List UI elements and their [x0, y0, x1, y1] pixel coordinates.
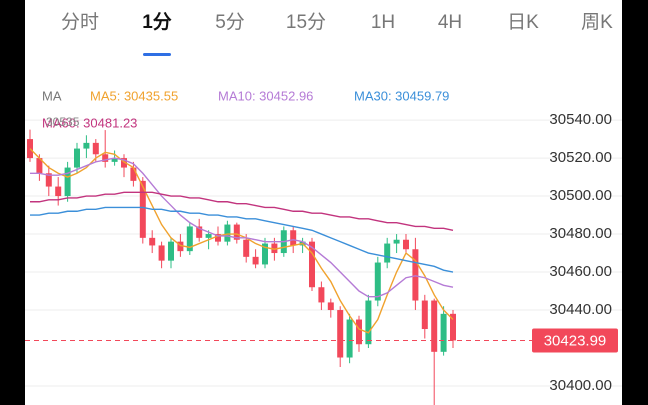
tab[interactable]: 5分: [215, 11, 245, 33]
candle-body: [262, 243, 268, 265]
candle-body: [158, 245, 165, 261]
candle-body: [64, 167, 71, 197]
candle-body: [215, 234, 221, 242]
candle-body: [337, 310, 344, 358]
candle-body: [309, 241, 315, 288]
candle-body: [168, 241, 174, 261]
right-border: [622, 0, 648, 405]
candle-body: [130, 167, 137, 181]
high-annotation: 30535: [46, 115, 80, 129]
tab[interactable]: 分时: [61, 11, 99, 33]
last-price-tag: [532, 328, 618, 353]
tab[interactable]: 日K: [507, 12, 539, 33]
candle-body: [318, 287, 325, 303]
candle-body: [36, 158, 43, 174]
y-tick-label: 30440.00: [549, 301, 612, 318]
candle-body: [271, 243, 278, 254]
last-price-label: 30423.99: [544, 332, 607, 349]
legend-entry: MA30: 30459.79: [354, 88, 449, 103]
candle-body: [186, 226, 193, 252]
tab[interactable]: 周K: [581, 12, 613, 33]
chart: 30540.00 30520.00 30500.00 30480.00 30460.00…: [25, 88, 622, 405]
candle-body: [356, 319, 362, 345]
candle-body: [177, 241, 184, 252]
tab[interactable]: 15分: [286, 11, 326, 33]
candle-body: [346, 319, 353, 358]
y-tick-label: 30520.00: [549, 149, 612, 166]
candle-body: [450, 313, 456, 341]
legend-entry: MA10: 30452.96: [218, 88, 313, 103]
y-tick-label: 30400.00: [549, 377, 612, 394]
left-border: [0, 0, 25, 405]
candle-body: [111, 158, 118, 162]
legend-entry: MA60: 30481.23: [42, 115, 137, 130]
tab[interactable]: 1H: [371, 12, 395, 33]
y-tick-label: 30480.00: [549, 225, 612, 242]
candle-body: [412, 249, 419, 301]
y-tick-label: 30500.00: [549, 187, 612, 204]
y-tick-label: 30460.00: [549, 263, 612, 280]
tab[interactable]: 4H: [438, 12, 462, 33]
tab-underline: [143, 53, 171, 56]
candle-body: [205, 234, 212, 238]
ma-line: [30, 157, 454, 298]
candle-body: [102, 154, 109, 162]
candle-body: [252, 256, 259, 265]
legend-entry: MA5: 30435.55: [90, 88, 178, 103]
candle-body: [45, 173, 52, 187]
candle-body: [374, 262, 381, 301]
candle-body: [149, 237, 156, 246]
candle-body: [92, 142, 99, 155]
candle-body: [55, 186, 62, 197]
candle-body: [290, 230, 297, 246]
tab-bar: 分时 1分 5分 15分 1H 4H 日K 周K: [61, 11, 613, 56]
legend-title: MA: [42, 88, 62, 103]
candle-body: [403, 239, 409, 250]
candle-body: [384, 243, 391, 263]
candle-body: [327, 302, 334, 311]
candle-body: [196, 226, 203, 238]
candle-body: [233, 224, 240, 240]
tab[interactable]: 1分: [142, 11, 172, 33]
y-tick-label: 30540.00: [549, 111, 612, 128]
candle-body: [365, 300, 372, 345]
ma-line: [30, 191, 454, 231]
ma-line: [29, 148, 454, 334]
candle-body: [224, 224, 231, 242]
candle-body: [431, 300, 438, 352]
candle-body: [421, 300, 428, 330]
candle-body: [393, 239, 400, 244]
candle-body: [139, 180, 146, 238]
candle-body: [121, 158, 127, 168]
candle-body: [83, 142, 90, 149]
candle-body: [440, 313, 447, 352]
candle-body: [74, 148, 80, 168]
ma-line: [30, 206, 454, 273]
candle-body: [243, 239, 250, 257]
